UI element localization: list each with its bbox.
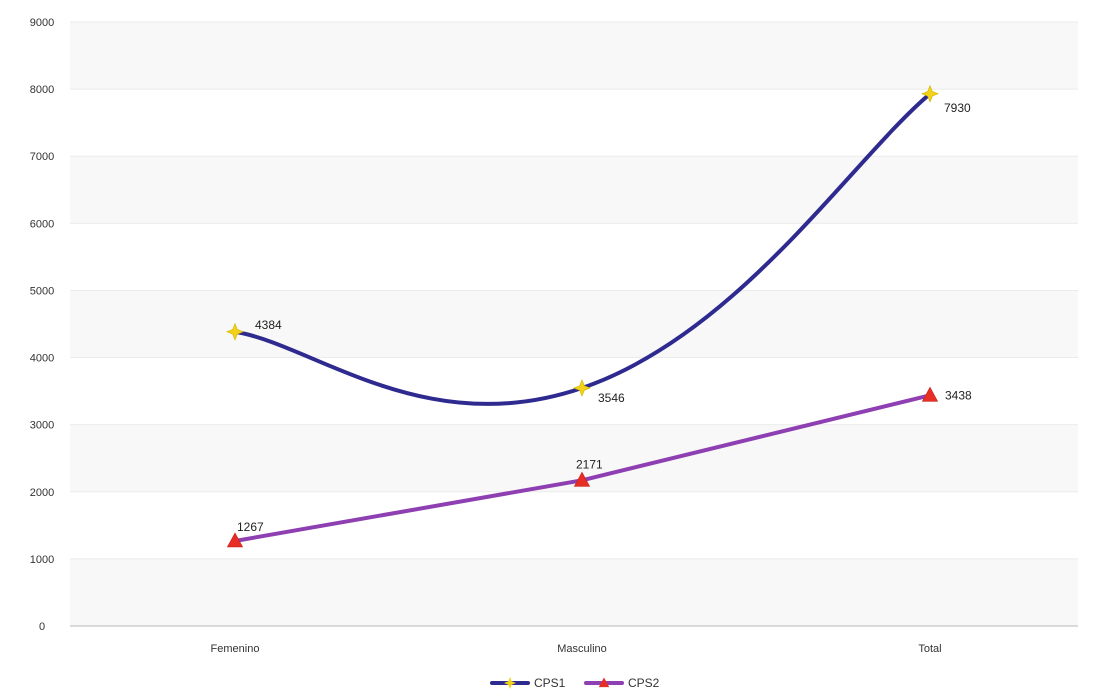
cps2-data-label: 3438 xyxy=(945,388,972,402)
y-tick-label: 3000 xyxy=(30,420,54,432)
x-tick-label: Total xyxy=(918,643,941,655)
cps2-data-label: 2171 xyxy=(576,457,603,471)
cps1-data-label: 4384 xyxy=(255,318,282,332)
cps1-data-label: 3546 xyxy=(598,391,625,405)
legend: CPS1 CPS2 xyxy=(490,676,660,690)
axis-layer: 0 1000 2000 3000 4000 5000 6000 7000 8000 9000 Fem… xyxy=(30,17,1078,655)
grid-band xyxy=(70,89,1078,157)
grid-band xyxy=(70,22,1078,90)
cps1-point xyxy=(921,84,939,103)
x-tick-label: Femenino xyxy=(211,643,260,655)
y-tick-label: 9000 xyxy=(30,17,54,29)
y-tick-label: 1000 xyxy=(30,554,54,566)
grid-band xyxy=(70,223,1078,291)
series-layer xyxy=(226,84,939,548)
grid-layer xyxy=(70,21,1078,627)
cps1-point xyxy=(573,379,591,397)
x-tick-label: Masculino xyxy=(557,643,607,655)
y-tick-label: 6000 xyxy=(30,218,54,230)
label-layer: 4384 3546 7930 1267 2171 3438 xyxy=(237,101,972,534)
cps2-legend-label: CPS2 xyxy=(628,676,660,690)
cps1-legend-marker xyxy=(504,677,516,689)
y-tick-label: 5000 xyxy=(30,285,54,297)
cps2-point xyxy=(921,386,939,402)
cps2-data-label: 1267 xyxy=(237,520,264,534)
grid-band xyxy=(70,491,1078,559)
y-tick-label: 7000 xyxy=(30,151,54,163)
cps1-data-label: 7930 xyxy=(944,101,971,115)
y-tick-label: 0 xyxy=(39,621,45,633)
y-tick-label: 8000 xyxy=(30,84,54,96)
cps2-point xyxy=(226,532,244,548)
y-tick-label: 4000 xyxy=(30,353,54,365)
grid-band xyxy=(70,156,1078,224)
cps2-point xyxy=(573,471,591,487)
grid-band xyxy=(70,558,1078,626)
cps1-point xyxy=(226,322,244,341)
grid-band xyxy=(70,290,1078,358)
cps2-legend-marker xyxy=(598,677,610,688)
cps1-legend-label: CPS1 xyxy=(534,676,566,690)
y-tick-label: 2000 xyxy=(30,487,54,499)
